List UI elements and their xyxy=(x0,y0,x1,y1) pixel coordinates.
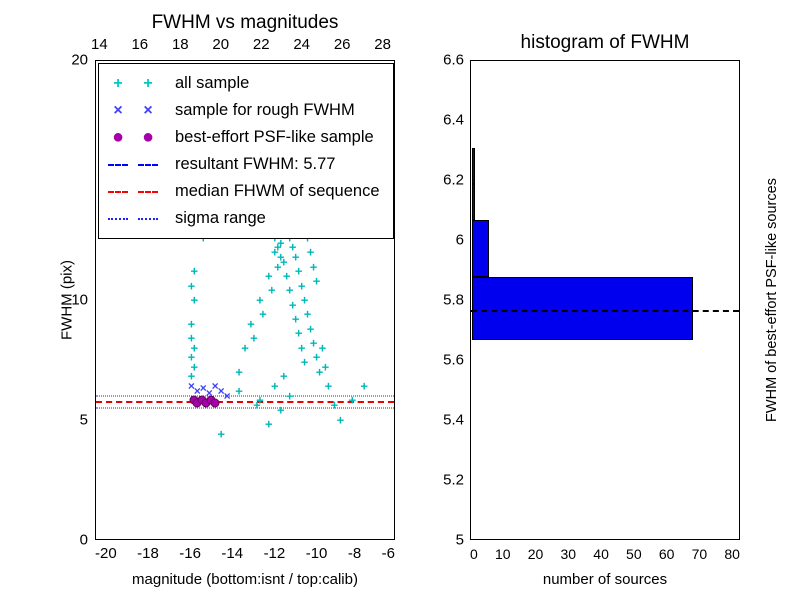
histogram-title: histogram of FWHM xyxy=(470,32,740,54)
all-sample-point: + xyxy=(295,265,303,278)
legend-item-median-fwhm: median FHWM of sequence xyxy=(107,178,385,205)
all-sample-point: + xyxy=(331,399,339,412)
legend-item-all-sample: + + all sample xyxy=(107,70,385,97)
all-sample-point: + xyxy=(307,322,315,335)
all-sample-point: + xyxy=(188,317,196,330)
scatter-panel: FWHM vs magnitudes 14 16 18 20 22 24 26 … xyxy=(95,60,395,540)
histogram-plot-area[interactable] xyxy=(470,60,740,540)
all-sample-point: + xyxy=(337,413,345,426)
legend-item-resultant-fwhm: resultant FWHM: 5.77 xyxy=(107,151,385,178)
all-sample-point: + xyxy=(313,274,321,287)
all-sample-point: + xyxy=(259,308,267,321)
scatter-x-axis-label: magnitude (bottom:isnt / top:calib) xyxy=(95,571,395,588)
all-sample-point: + xyxy=(217,427,225,440)
all-sample-point: + xyxy=(191,265,199,278)
median-reference-line xyxy=(471,310,739,312)
all-sample-point: + xyxy=(301,356,309,369)
all-sample-point: + xyxy=(319,341,327,354)
legend-item-psf-sample: ● ● best-effort PSF-like sample xyxy=(107,124,385,151)
all-sample-point: + xyxy=(289,298,297,311)
all-sample-point: + xyxy=(253,399,261,412)
histogram-bar-2 xyxy=(472,184,475,220)
all-sample-point: + xyxy=(277,403,285,416)
histogram-x-axis-label: number of sources xyxy=(470,571,740,588)
all-sample-point: + xyxy=(348,394,356,407)
scatter-y-ticks: 20 10 5 0 xyxy=(67,60,92,540)
scatter-x-ticks: -20 -18 -16 -14 -12 -10 -8 -6 xyxy=(95,545,395,562)
histogram-panel: histogram of FWHM FWHM of best-effort PS… xyxy=(470,60,740,540)
histogram-x-ticks: 0 10 20 30 40 50 60 70 80 xyxy=(470,546,740,562)
all-sample-point: + xyxy=(292,313,300,326)
all-sample-point: + xyxy=(191,294,199,307)
all-sample-point: + xyxy=(235,365,243,378)
legend-item-sigma-range: sigma range xyxy=(107,205,385,232)
all-sample-point: + xyxy=(250,332,258,345)
all-sample-point: + xyxy=(265,418,273,431)
all-sample-point: + xyxy=(241,341,249,354)
all-sample-point: + xyxy=(301,294,309,307)
all-sample-point: + xyxy=(292,250,300,263)
all-sample-point: + xyxy=(247,317,255,330)
all-sample-point: + xyxy=(283,270,291,283)
all-sample-point: + xyxy=(188,370,196,383)
all-sample-point: + xyxy=(277,250,285,263)
all-sample-point: + xyxy=(310,260,318,273)
histogram-y-ticks: 6.6 6.4 6.2 6 5.8 5.6 5.4 5.2 5 xyxy=(438,60,468,540)
all-sample-point: + xyxy=(310,337,318,350)
scatter-top-ticks: 14 16 18 20 22 24 26 28 xyxy=(95,36,395,52)
all-sample-point: + xyxy=(256,294,264,307)
all-sample-point: + xyxy=(360,380,368,393)
scatter-plot-area[interactable]: × × × × × × × + + + + + + + + + + + + + … xyxy=(95,60,395,540)
all-sample-point: + xyxy=(265,270,273,283)
histogram-bar-4 xyxy=(472,277,693,340)
all-sample-point: + xyxy=(295,327,303,340)
all-sample-point: + xyxy=(268,284,276,297)
all-sample-point: + xyxy=(271,380,279,393)
histogram-y-axis-label: FWHM of best-effort PSF-like sources xyxy=(764,178,780,422)
all-sample-point: + xyxy=(235,384,243,397)
all-sample-point: + xyxy=(286,284,294,297)
all-sample-point: + xyxy=(298,279,306,292)
legend-item-rough-fwhm: × × sample for rough FWHM xyxy=(107,97,385,124)
all-sample-point: + xyxy=(325,380,333,393)
legend-box: + + all sample × × sample for rough FWHM ●… xyxy=(98,63,394,239)
rough-fwhm-sample-point: × xyxy=(224,390,231,402)
all-sample-point: + xyxy=(280,370,288,383)
all-sample-point: + xyxy=(304,308,312,321)
all-sample-point: + xyxy=(322,360,330,373)
scatter-title: FWHM vs magnitudes xyxy=(95,12,395,34)
figure-container: FWHM vs magnitudes 14 16 18 20 22 24 26 … xyxy=(0,0,800,600)
all-sample-point: + xyxy=(307,246,315,259)
histogram-bar-1 xyxy=(472,148,475,184)
histogram-bar-3 xyxy=(472,220,489,277)
all-sample-point: + xyxy=(286,389,294,402)
all-sample-point: + xyxy=(188,279,196,292)
all-sample-point: + xyxy=(298,341,306,354)
